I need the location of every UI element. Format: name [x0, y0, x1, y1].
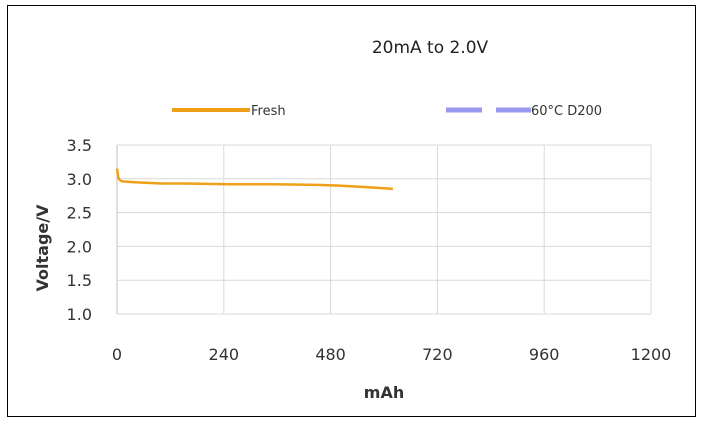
series-lines	[115, 168, 393, 191]
y-tick-label: 2.5	[67, 204, 92, 223]
y-tick-label: 3.0	[67, 170, 92, 189]
x-tick-label: 240	[209, 345, 240, 364]
y-tick-label: 1.5	[67, 271, 92, 290]
x-tick-label: 0	[112, 345, 122, 364]
y-tick-label: 3.5	[67, 136, 92, 155]
y-axis-title: Voltage/V	[33, 204, 52, 292]
legend-label-fresh: Fresh	[251, 104, 286, 119]
chart-title: 20mA to 2.0V	[372, 38, 489, 58]
grid-lines	[116, 144, 652, 315]
series-line-0	[115, 168, 393, 191]
y-tick-labels: 1.0 1.5 2.0 2.5 3.0 3.5	[67, 136, 92, 324]
y-tick-label: 1.0	[67, 305, 92, 324]
x-tick-label: 480	[315, 345, 346, 364]
x-tick-label: 1200	[631, 345, 672, 364]
y-tick-label: 2.0	[67, 237, 92, 256]
x-tick-labels: 0 240 480 720 960 1200	[112, 345, 671, 364]
legend-label-60c-d200: 60°C D200	[531, 104, 602, 119]
x-axis-title: mAh	[364, 383, 404, 402]
x-tick-label: 720	[422, 345, 453, 364]
x-tick-label: 960	[529, 345, 560, 364]
chart-frame	[7, 5, 696, 417]
legend: Fresh 60°C D200	[172, 104, 602, 119]
